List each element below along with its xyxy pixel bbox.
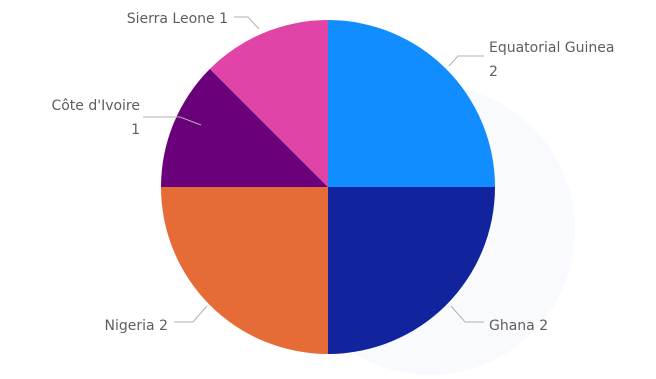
data-label-nigeria: Nigeria 2 bbox=[105, 318, 168, 334]
data-label-c-te-d-ivoire: Côte d'Ivoire 1 bbox=[51, 98, 140, 138]
slice-equatorial-guinea[interactable] bbox=[328, 20, 495, 187]
slice-nigeria[interactable] bbox=[161, 187, 328, 354]
slice-ghana[interactable] bbox=[328, 187, 495, 354]
leader-line-sierra-leone bbox=[234, 16, 260, 30]
leader-line-c-te-d-ivoire bbox=[143, 116, 202, 126]
data-label-ghana: Ghana 2 bbox=[489, 318, 548, 334]
leader-line-ghana bbox=[450, 305, 484, 323]
slice-c-te-d-ivoire[interactable] bbox=[161, 68, 328, 187]
leader-lines bbox=[143, 16, 484, 323]
pie-slices bbox=[161, 20, 495, 354]
leader-line-equatorial-guinea bbox=[448, 55, 484, 67]
slice-sierra-leone[interactable] bbox=[209, 20, 328, 187]
leader-line-nigeria bbox=[174, 305, 208, 323]
data-label-sierra-leone: Sierra Leone 1 bbox=[127, 11, 228, 27]
data-label-equatorial-guinea: Equatorial Guinea 2 bbox=[489, 40, 614, 80]
data-labels: Equatorial Guinea 2 Ghana 2 Nigeria 2 Côte d… bbox=[51, 11, 614, 334]
